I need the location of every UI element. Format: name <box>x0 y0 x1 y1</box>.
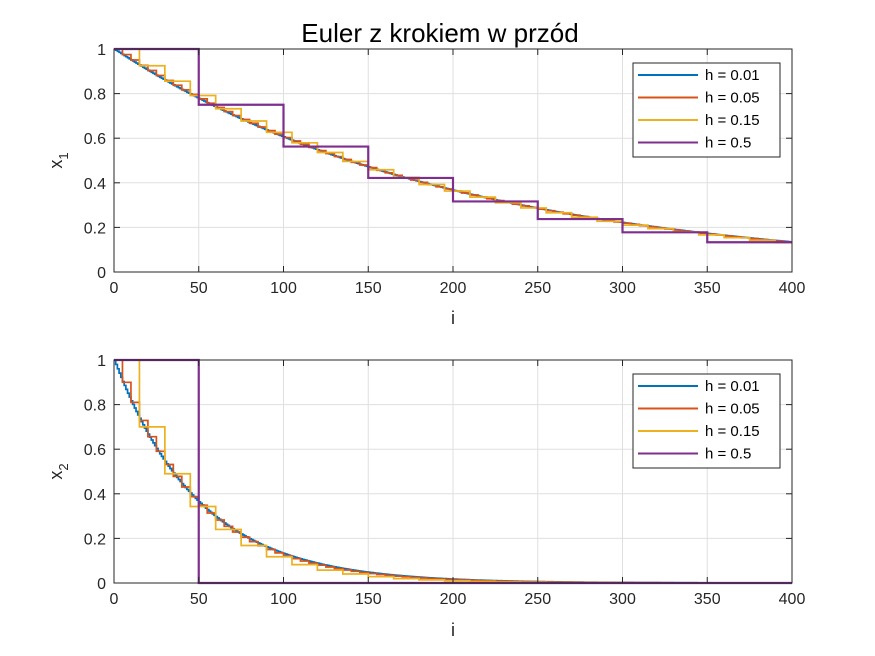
legend-box <box>632 62 781 158</box>
x-tick-label: 0 <box>110 280 119 297</box>
y-tick-label: 0.8 <box>84 398 106 415</box>
x-axis-label: i <box>451 620 455 640</box>
y-tick-label: 0.4 <box>84 176 106 193</box>
y-tick-label: 0.2 <box>84 531 106 548</box>
series-line-h-0-5 <box>114 47 792 244</box>
y-tick-label: 0.6 <box>84 442 106 459</box>
legend-item: h = 0.5 <box>638 135 751 152</box>
legend-item: h = 0.5 <box>638 446 751 463</box>
x-tick-label: 100 <box>270 280 297 297</box>
figure-title: Euler z krokiem w przód <box>301 18 578 48</box>
y-tick-label: 0 <box>97 265 106 282</box>
x-tick-label: 50 <box>190 280 208 297</box>
y-tick-label: 1 <box>97 42 106 59</box>
legend-item: h = 0.05 <box>638 90 760 107</box>
legend-label: h = 0.15 <box>705 112 760 129</box>
y-tick-label: 0.4 <box>84 487 106 504</box>
subplot-x2: 0 50 100 150 200 250 300 350 400 0 0.2 0.4 0.6 0.8 1 i x… <box>46 353 805 640</box>
x-tick-label: 0 <box>110 591 119 608</box>
x-tick-label: 150 <box>355 280 382 297</box>
y-tick-label: 0.8 <box>84 87 106 104</box>
x-tick-label: 200 <box>440 591 467 608</box>
x-tick-label: 400 <box>779 280 806 297</box>
y-tick-label: 0.2 <box>84 220 106 237</box>
subplot-x1: 0 50 100 150 200 250 300 350 400 0 0.2 0.4 0.6 0.8 1 i x… <box>46 42 805 328</box>
legend-box <box>632 373 781 469</box>
legend-label: h = 0.5 <box>705 446 751 463</box>
legend-label: h = 0.05 <box>705 401 760 418</box>
legend-item: h = 0.15 <box>638 423 760 440</box>
x-tick-label: 50 <box>190 591 208 608</box>
y-axis-label-main: x <box>46 160 66 169</box>
y-axis-label: x1 <box>46 152 71 168</box>
legend-item: h = 0.01 <box>638 67 760 84</box>
y-axis: 0 0.2 0.4 0.6 0.8 1 <box>84 42 792 282</box>
legend-item: h = 0.15 <box>638 112 760 129</box>
x-tick-label: 350 <box>694 280 721 297</box>
legend-label: h = 0.01 <box>705 67 760 84</box>
y-axis-label-subscript: 2 <box>56 463 71 470</box>
x-tick-label: 300 <box>609 591 636 608</box>
y-tick-label: 1 <box>97 353 106 370</box>
x-tick-label: 100 <box>270 591 297 608</box>
y-axis: 0 0.2 0.4 0.6 0.8 1 <box>84 353 792 593</box>
x-tick-label: 150 <box>355 591 382 608</box>
series-group <box>114 47 792 244</box>
x-tick-label: 300 <box>609 280 636 297</box>
x-tick-label: 250 <box>524 591 551 608</box>
y-axis-label-subscript: 1 <box>56 152 71 159</box>
legend-label: h = 0.01 <box>705 378 760 395</box>
legend-label: h = 0.15 <box>705 423 760 440</box>
x-axis: 0 50 100 150 200 250 300 350 400 <box>110 360 806 608</box>
legend-item: h = 0.05 <box>638 401 760 418</box>
x-tick-label: 250 <box>524 280 551 297</box>
x-tick-label: 400 <box>779 591 806 608</box>
y-tick-label: 0 <box>97 576 106 593</box>
y-axis-label: x2 <box>46 463 71 479</box>
y-tick-label: 0.6 <box>84 131 106 148</box>
x-tick-label: 200 <box>440 280 467 297</box>
legend-item: h = 0.01 <box>638 378 760 395</box>
x-axis: 0 50 100 150 200 250 300 350 400 <box>110 49 806 297</box>
legend: h = 0.01 h = 0.05 h = 0.15 h = 0.5 <box>632 373 781 469</box>
legend: h = 0.01 h = 0.05 h = 0.15 h = 0.5 <box>632 62 781 158</box>
legend-label: h = 0.5 <box>705 135 751 152</box>
legend-label: h = 0.05 <box>705 90 760 107</box>
x-tick-label: 350 <box>694 591 721 608</box>
y-axis-label-main: x <box>46 471 66 480</box>
x-axis-label: i <box>451 308 455 328</box>
